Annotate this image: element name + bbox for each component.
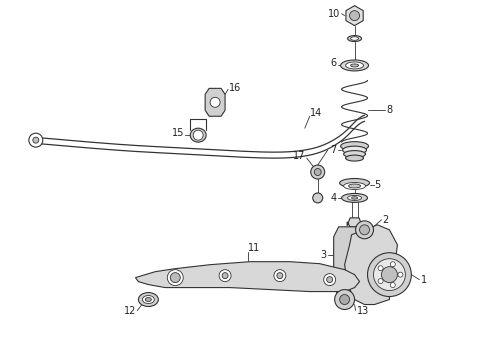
Text: 5: 5 — [374, 180, 381, 190]
Circle shape — [313, 193, 323, 203]
Ellipse shape — [342, 193, 368, 202]
Circle shape — [171, 273, 180, 283]
Circle shape — [167, 270, 183, 285]
Circle shape — [373, 259, 405, 291]
Circle shape — [340, 294, 349, 305]
Polygon shape — [334, 227, 375, 285]
Circle shape — [327, 276, 333, 283]
Circle shape — [324, 274, 336, 285]
Circle shape — [391, 262, 395, 267]
Circle shape — [368, 253, 412, 297]
Ellipse shape — [143, 296, 154, 303]
Ellipse shape — [341, 60, 368, 71]
Circle shape — [314, 168, 321, 176]
Text: 12: 12 — [124, 306, 136, 316]
Text: 14: 14 — [310, 108, 322, 118]
Text: 11: 11 — [248, 243, 260, 253]
Circle shape — [378, 279, 383, 284]
Text: 17: 17 — [294, 151, 306, 161]
Circle shape — [382, 267, 397, 283]
Ellipse shape — [341, 141, 368, 150]
Ellipse shape — [345, 155, 364, 161]
Text: 4: 4 — [331, 193, 337, 203]
Circle shape — [222, 273, 228, 279]
Circle shape — [360, 225, 369, 235]
Text: 6: 6 — [331, 58, 337, 68]
Text: 16: 16 — [229, 84, 241, 93]
Polygon shape — [347, 218, 362, 227]
Text: 15: 15 — [172, 128, 184, 138]
Polygon shape — [205, 88, 225, 116]
Ellipse shape — [146, 298, 151, 302]
Circle shape — [210, 97, 220, 107]
Ellipse shape — [343, 146, 367, 154]
Text: 10: 10 — [328, 9, 341, 19]
Text: 8: 8 — [387, 105, 392, 115]
Circle shape — [274, 270, 286, 282]
Polygon shape — [344, 225, 397, 305]
Text: 7: 7 — [330, 145, 337, 155]
Ellipse shape — [348, 184, 361, 188]
Circle shape — [335, 289, 355, 310]
Text: 13: 13 — [357, 306, 369, 316]
Ellipse shape — [343, 150, 366, 158]
Ellipse shape — [190, 128, 206, 142]
Ellipse shape — [138, 293, 158, 306]
Ellipse shape — [350, 37, 359, 40]
Circle shape — [277, 273, 283, 279]
Polygon shape — [333, 285, 376, 293]
Ellipse shape — [343, 183, 366, 189]
Circle shape — [398, 272, 403, 277]
Circle shape — [33, 137, 39, 143]
Circle shape — [378, 266, 383, 271]
Circle shape — [29, 133, 43, 147]
Circle shape — [219, 270, 231, 282]
Ellipse shape — [352, 197, 358, 199]
Circle shape — [391, 283, 395, 288]
Text: 1: 1 — [421, 275, 427, 285]
Text: 2: 2 — [383, 215, 389, 225]
Circle shape — [356, 221, 373, 239]
Circle shape — [311, 165, 325, 179]
Ellipse shape — [347, 195, 362, 201]
Circle shape — [193, 130, 203, 140]
Polygon shape — [135, 262, 360, 292]
Ellipse shape — [347, 36, 362, 41]
Ellipse shape — [345, 62, 364, 69]
Text: 3: 3 — [320, 250, 327, 260]
Circle shape — [349, 11, 360, 21]
Ellipse shape — [340, 179, 369, 188]
Ellipse shape — [350, 64, 359, 67]
Polygon shape — [346, 6, 363, 26]
